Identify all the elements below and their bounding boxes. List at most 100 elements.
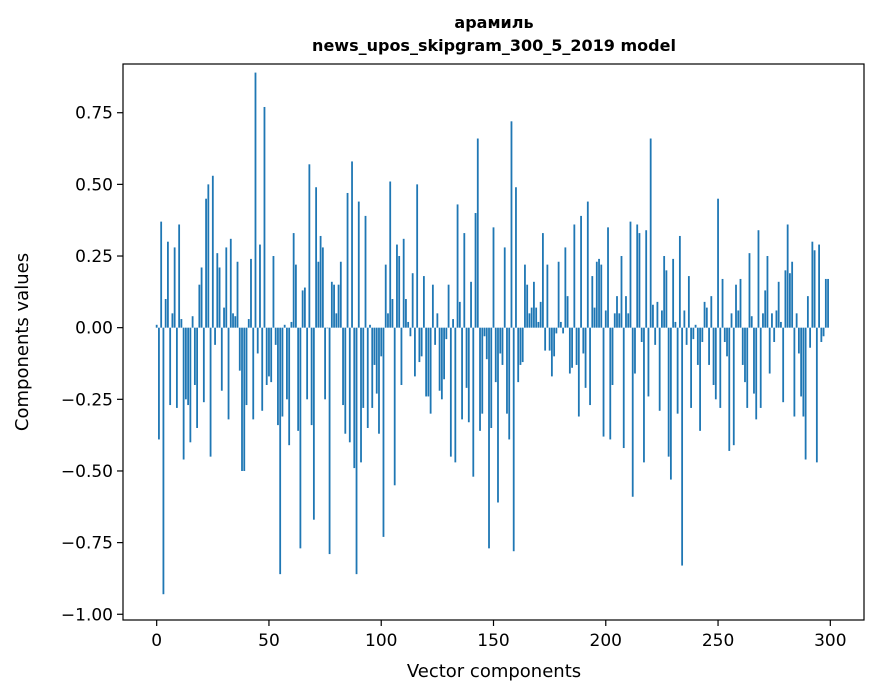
bar-146: [483, 327, 486, 337]
bar-83: [342, 327, 344, 406]
bar-38: [241, 327, 243, 471]
bar-231: [674, 321, 677, 328]
bar-257: [732, 327, 735, 446]
bar-98: [375, 327, 378, 394]
bar-186: [573, 224, 576, 328]
bar-97: [373, 327, 376, 365]
y-tick-label: 0.50: [75, 175, 113, 195]
bar-60: [290, 321, 293, 328]
y-tick-label: 0.00: [75, 319, 113, 339]
bar-191: [584, 327, 587, 388]
bar-238: [690, 327, 692, 408]
bar-204: [613, 313, 616, 328]
x-tick-label: 150: [477, 631, 509, 651]
bar-181: [562, 327, 565, 334]
bar-227: [665, 270, 668, 328]
bar-6: [169, 327, 172, 406]
bar-224: [658, 327, 661, 411]
bar-192: [586, 201, 589, 328]
bar-125: [436, 313, 439, 328]
bar-188: [577, 327, 580, 417]
bar-76: [326, 327, 329, 329]
bar-195: [593, 307, 596, 328]
bar-120: [425, 327, 428, 397]
bar-87: [351, 161, 353, 328]
bar-212: [631, 327, 634, 497]
bar-193: [589, 327, 591, 406]
x-axis-ticks: 0 50 100 150 200 250 300: [151, 620, 847, 651]
bar-237: [687, 276, 690, 328]
chart-subtitle: news_upos_skipgram_300_5_2019 model: [312, 36, 676, 55]
y-tick-label: −1.00: [61, 605, 113, 625]
bar-110: [402, 238, 405, 328]
bar-96: [371, 327, 374, 408]
bar-51: [270, 327, 273, 383]
bar-172: [542, 233, 544, 328]
bar-235: [683, 310, 686, 328]
bar-138: [465, 327, 468, 388]
bar-122: [429, 327, 432, 414]
bar-175: [548, 327, 551, 351]
bar-232: [676, 327, 679, 414]
bar-228: [667, 327, 670, 457]
bar-275: [773, 327, 776, 342]
bar-147: [485, 327, 488, 360]
bar-281: [786, 224, 789, 328]
bar-101: [382, 327, 385, 537]
bar-108: [398, 256, 401, 328]
bar-140: [470, 281, 472, 328]
bar-32: [227, 327, 230, 420]
bar-206: [618, 313, 621, 328]
bar-26: [214, 327, 216, 345]
bar-8: [173, 247, 176, 328]
bar-61: [292, 233, 295, 328]
bar-223: [656, 301, 659, 328]
bar-100: [380, 327, 383, 357]
bar-213: [634, 327, 636, 374]
bar-171: [539, 301, 542, 328]
x-tick-label: 250: [702, 631, 734, 651]
bar-153: [499, 327, 502, 354]
bar-245: [705, 307, 708, 328]
bar-64: [299, 327, 302, 549]
bar-154: [501, 327, 504, 365]
bar-278: [780, 321, 782, 328]
bar-263: [746, 327, 749, 408]
bar-286: [797, 327, 800, 354]
bar-68: [308, 164, 311, 328]
bar-239: [692, 327, 695, 340]
bar-283: [791, 261, 794, 328]
bar-234: [681, 327, 684, 566]
y-tick-label: −0.25: [61, 390, 113, 410]
bar-4: [164, 299, 167, 328]
bar-149: [490, 327, 493, 428]
x-tick-label: 300: [814, 631, 846, 651]
bar-152: [497, 327, 499, 503]
bar-272: [766, 256, 769, 328]
bar-159: [512, 327, 515, 552]
bar-77: [328, 327, 331, 555]
bar-230: [672, 258, 675, 328]
bar-202: [609, 327, 612, 440]
bar-211: [629, 221, 632, 328]
bar-236: [685, 327, 688, 345]
bar-274: [771, 313, 773, 328]
bar-225: [661, 310, 663, 328]
bar-81: [337, 284, 340, 328]
bar-203: [611, 327, 614, 385]
bar-282: [789, 273, 791, 328]
bar-284: [793, 327, 796, 417]
bar-42: [250, 258, 252, 328]
bar-270: [762, 313, 764, 328]
bar-241: [696, 327, 699, 365]
bar-264: [748, 253, 751, 328]
bar-47: [261, 327, 264, 411]
bar-182: [564, 247, 567, 328]
bar-267: [755, 327, 758, 420]
bar-265: [750, 316, 753, 328]
bar-34: [232, 313, 234, 328]
bar-200: [604, 310, 607, 328]
bar-80: [335, 313, 338, 328]
bar-75: [324, 327, 326, 400]
bar-99: [378, 327, 380, 434]
